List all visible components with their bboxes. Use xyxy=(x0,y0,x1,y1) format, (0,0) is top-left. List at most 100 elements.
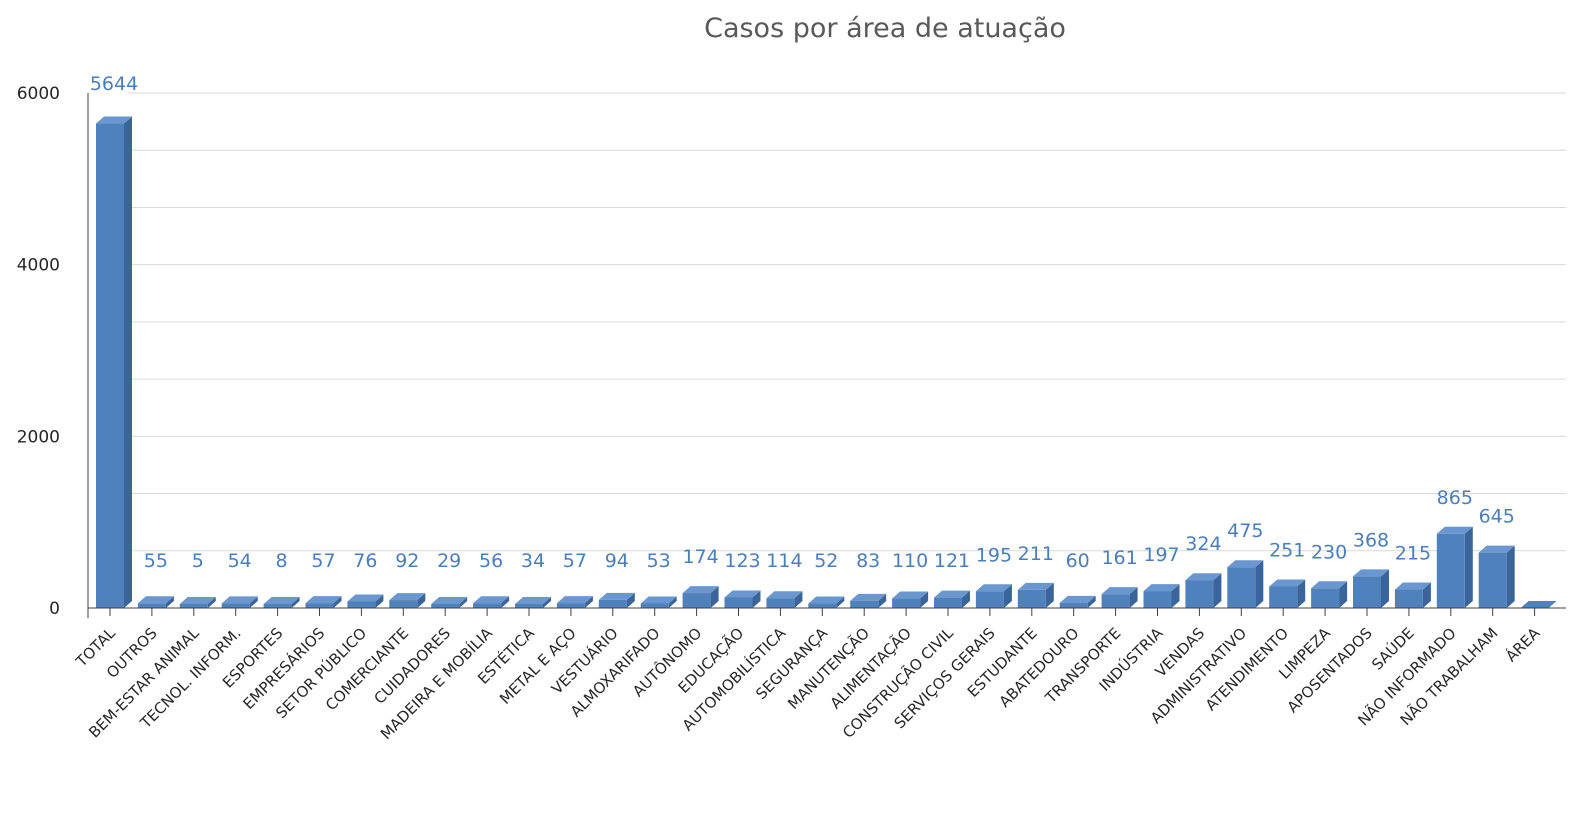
y-tick-label: 4000 xyxy=(17,256,60,276)
bar-front xyxy=(682,593,711,608)
bar xyxy=(934,590,970,608)
bar-top xyxy=(347,594,384,602)
bar-side xyxy=(459,597,468,608)
bar-side xyxy=(543,597,551,608)
bar-front xyxy=(892,598,921,608)
bar-front xyxy=(1394,589,1423,608)
data-label: 251 xyxy=(1269,539,1305,561)
data-label: 92 xyxy=(395,550,419,572)
bar-front xyxy=(640,603,669,608)
bar-side xyxy=(1464,526,1473,608)
data-label: 324 xyxy=(1185,533,1221,555)
bar-front xyxy=(724,597,753,608)
bar-top xyxy=(808,596,845,604)
bar-top xyxy=(1478,545,1515,553)
bar-side xyxy=(1087,595,1096,608)
bar-front xyxy=(179,604,208,608)
bar-side xyxy=(1339,581,1348,608)
bar xyxy=(1269,579,1306,608)
bar-side xyxy=(1171,584,1180,608)
bar xyxy=(1143,584,1180,608)
bar-side xyxy=(417,593,426,608)
data-label: 52 xyxy=(814,550,838,572)
chart-title: Casos por área de atuação xyxy=(704,13,1066,44)
bar-side xyxy=(1297,579,1306,608)
bar xyxy=(1353,569,1389,608)
gridlines xyxy=(128,92,1566,609)
data-label: 57 xyxy=(563,550,587,572)
bar-front xyxy=(1017,589,1046,608)
bar-front xyxy=(1143,591,1172,608)
bar-front xyxy=(431,604,460,608)
bar-side xyxy=(626,592,635,608)
bar-top xyxy=(473,596,510,604)
data-label: 57 xyxy=(311,550,335,572)
bar-side xyxy=(165,596,174,608)
data-label: 865 xyxy=(1437,487,1473,509)
bar-front xyxy=(389,600,418,608)
bar-side xyxy=(1381,569,1389,608)
bar-side xyxy=(249,596,258,608)
bar xyxy=(1478,545,1515,608)
data-label: 54 xyxy=(228,550,252,572)
bar-top xyxy=(975,584,1012,592)
bar-front xyxy=(1436,533,1465,608)
data-label: 174 xyxy=(682,546,718,568)
bar xyxy=(1101,587,1138,608)
y-tick-label: 6000 xyxy=(17,84,60,104)
bar-top xyxy=(724,590,761,598)
bar-top xyxy=(1017,582,1054,590)
bar-front xyxy=(1353,576,1381,608)
bar-front xyxy=(347,601,376,608)
x-tick-label: ÁREA xyxy=(1501,623,1544,666)
data-label: 29 xyxy=(437,550,461,572)
bar-front xyxy=(1059,602,1088,608)
bar-top xyxy=(1436,526,1473,534)
bar-side xyxy=(878,593,887,608)
bar xyxy=(263,597,300,608)
bar xyxy=(1311,581,1348,608)
bar-side xyxy=(207,597,216,608)
data-label: 161 xyxy=(1101,547,1137,569)
bar-front xyxy=(96,123,124,608)
bar-side xyxy=(1506,545,1515,608)
bar-front xyxy=(1101,594,1130,608)
bar-top xyxy=(766,591,803,599)
bar-side xyxy=(668,596,677,608)
bar-front xyxy=(1478,552,1507,608)
bar-top xyxy=(96,116,132,124)
bar-side xyxy=(1003,584,1012,608)
bar-top xyxy=(598,592,635,600)
bar-top xyxy=(179,597,216,604)
x-axis xyxy=(87,93,1566,618)
bar-side xyxy=(375,594,384,608)
bar-side xyxy=(1422,582,1431,608)
bar-top xyxy=(1227,560,1264,568)
y-tick-label: 2000 xyxy=(17,427,60,447)
data-label: 8 xyxy=(276,550,288,572)
bar-front xyxy=(1269,586,1298,608)
bar xyxy=(640,596,677,608)
bar-side xyxy=(1045,582,1054,608)
data-label: 211 xyxy=(1018,543,1054,565)
bar xyxy=(389,593,426,608)
bar xyxy=(682,586,719,608)
bar-top xyxy=(263,597,300,604)
data-label: 645 xyxy=(1479,506,1515,528)
data-label: 60 xyxy=(1066,550,1090,572)
data-label: 83 xyxy=(856,550,880,572)
bar-top xyxy=(934,590,970,598)
bar-top xyxy=(305,596,342,604)
bar-top xyxy=(1520,601,1557,608)
bar-side xyxy=(920,591,929,608)
bar-top xyxy=(1059,595,1096,603)
data-label: 76 xyxy=(353,550,377,572)
bar xyxy=(431,597,468,608)
bar-top xyxy=(221,596,258,604)
bar-side xyxy=(962,590,970,608)
bar xyxy=(1436,526,1473,608)
bar-front xyxy=(1227,567,1256,608)
bar xyxy=(1017,582,1054,608)
bar-side xyxy=(333,596,342,608)
